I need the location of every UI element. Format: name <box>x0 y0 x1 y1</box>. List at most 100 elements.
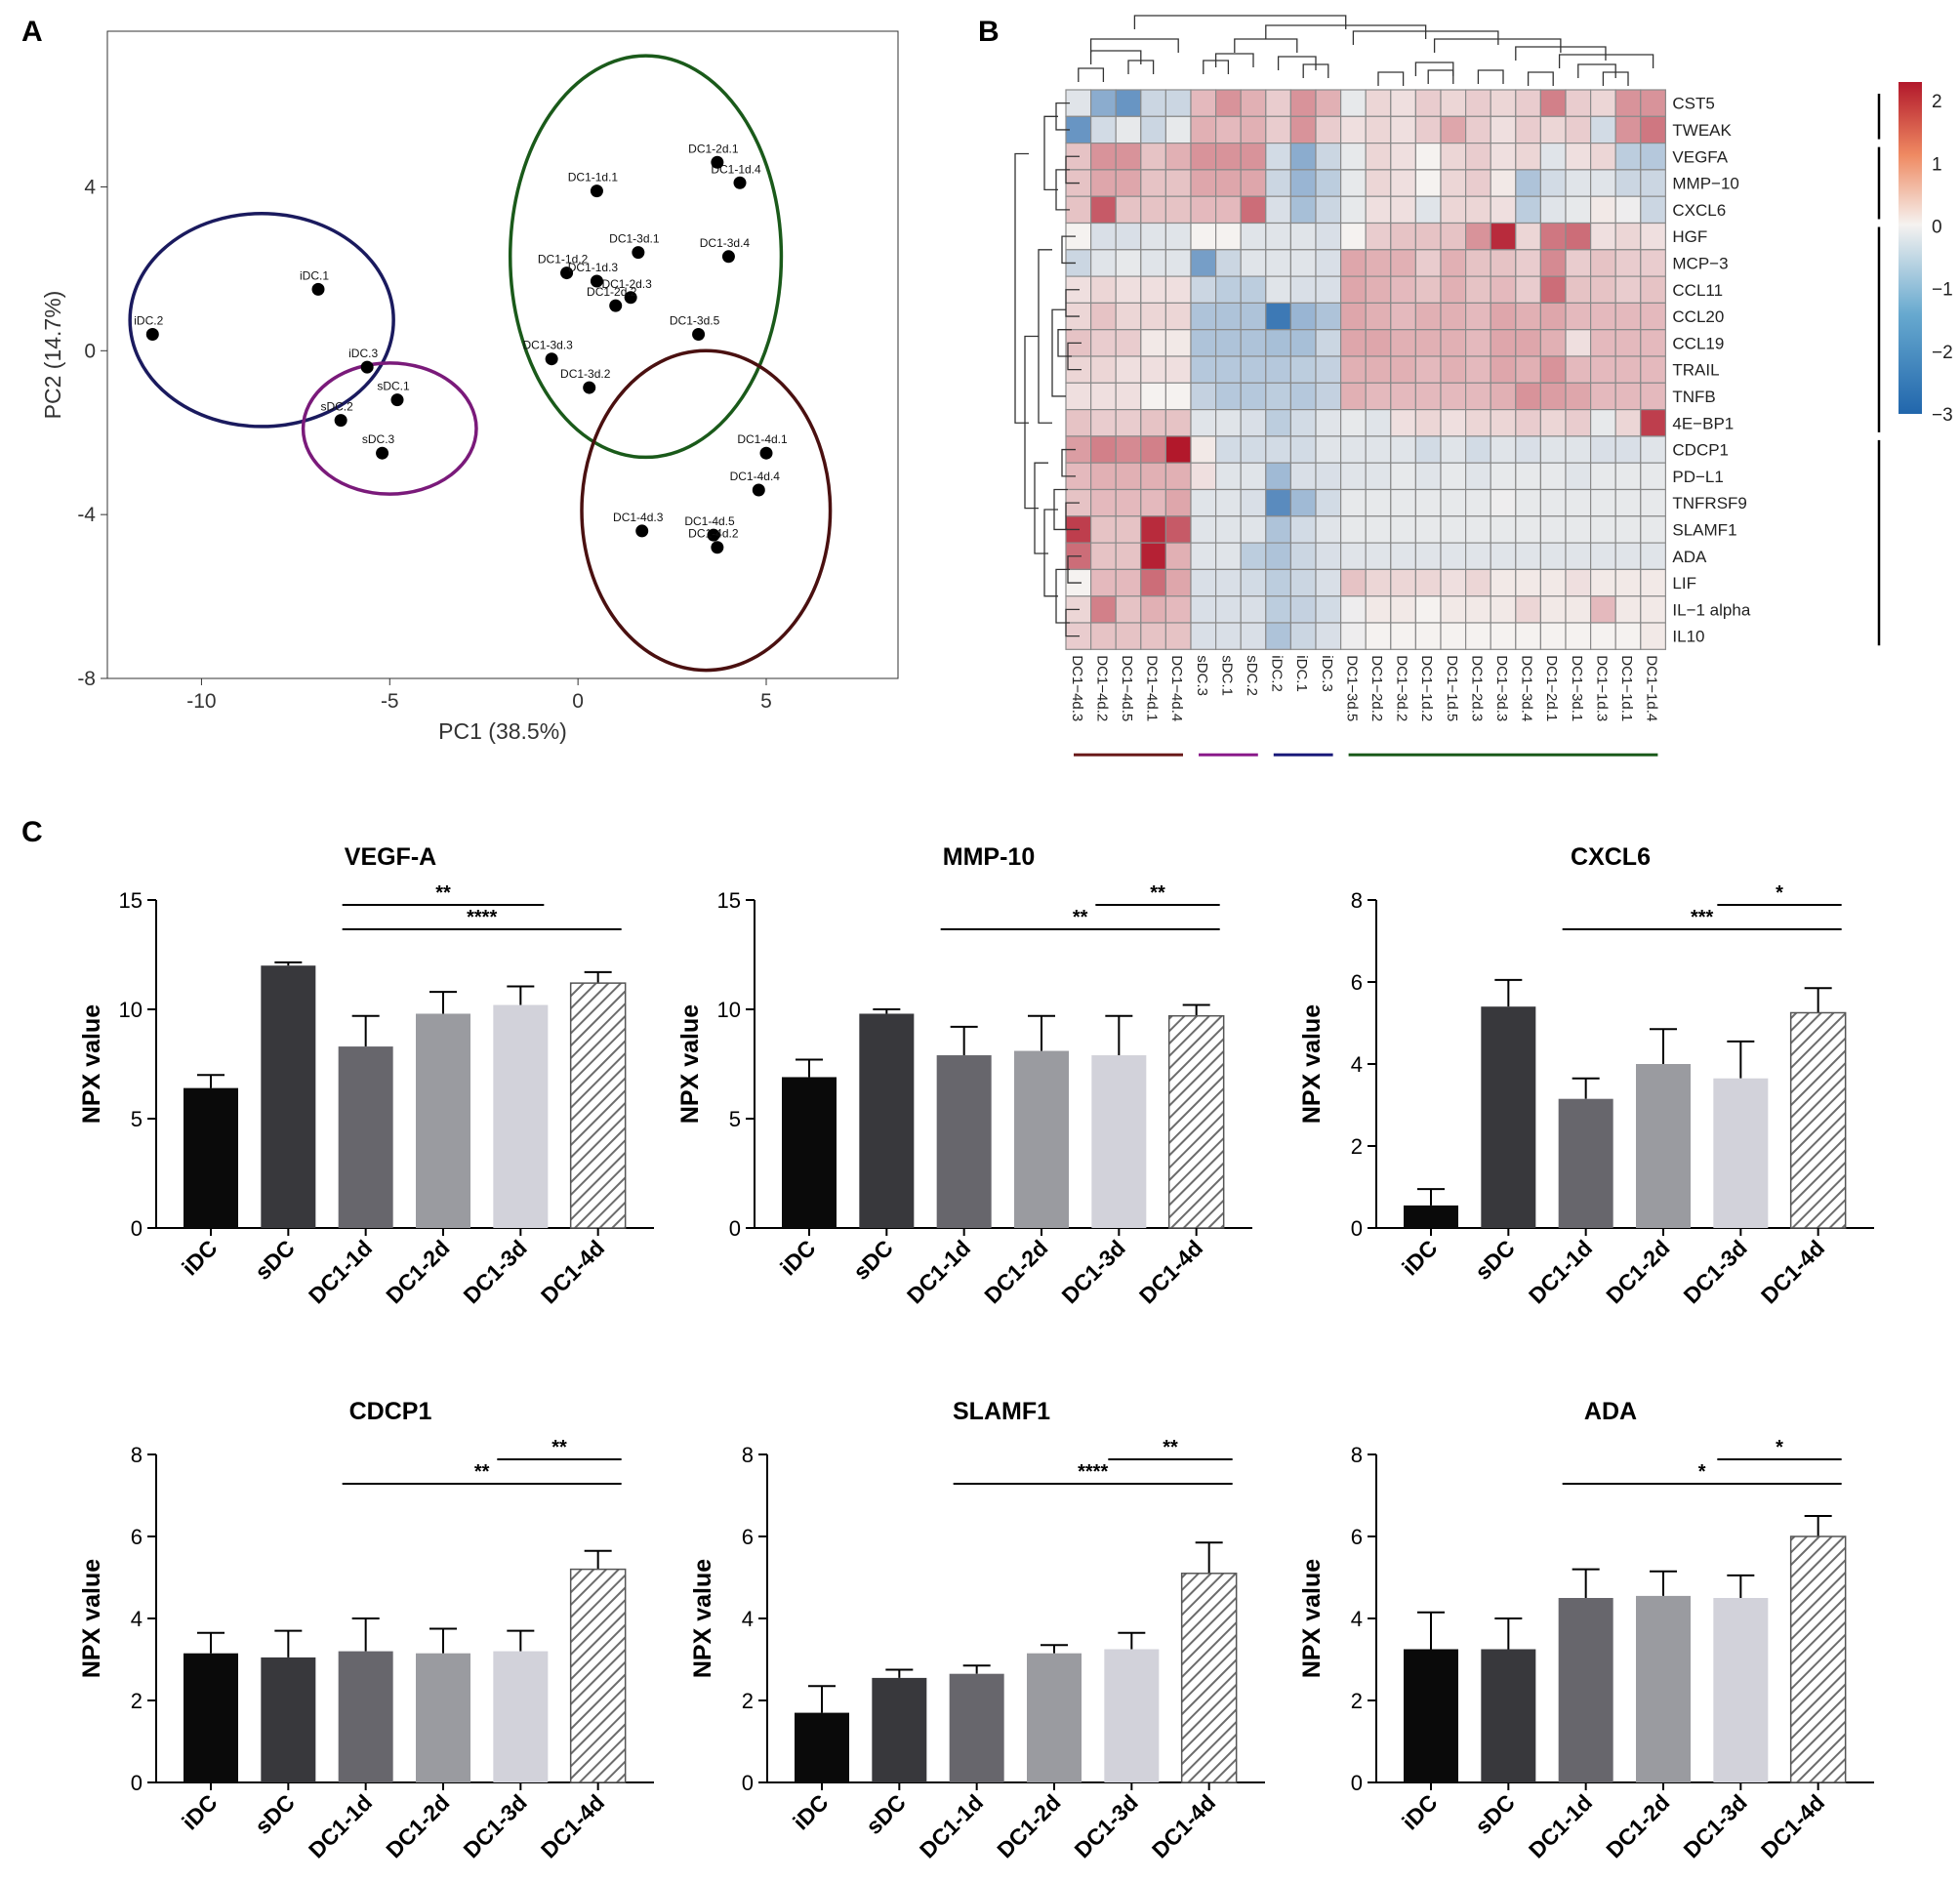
heatmap-cell <box>1265 462 1292 491</box>
heatmap-cell <box>1390 462 1417 491</box>
heatmap-cell <box>1115 595 1142 624</box>
heatmap-cell <box>1589 382 1616 411</box>
heatmap-cell <box>1640 622 1667 650</box>
heatmap-cell <box>1339 542 1367 570</box>
heatmap-cell <box>1589 222 1616 251</box>
heatmap-cell <box>1539 143 1567 171</box>
column-label: sDC.2 <box>1244 655 1260 696</box>
heatmap-cell <box>1089 143 1117 171</box>
column-label: DC1−3d.3 <box>1493 655 1510 721</box>
column-label: sDC.1 <box>1218 655 1235 696</box>
heatmap-cell <box>1190 329 1217 357</box>
x-tick-label: iDC <box>788 1789 833 1834</box>
heatmap-cell <box>1365 595 1392 624</box>
heatmap-cell <box>1414 169 1442 197</box>
heatmap-cell <box>1390 382 1417 411</box>
column-dendrogram-branch <box>1214 53 1254 67</box>
heatmap-cell <box>1490 249 1517 277</box>
significance-label: ** <box>1163 1437 1178 1458</box>
heatmap-cell <box>1614 542 1642 570</box>
heatmap-cell <box>1315 488 1342 517</box>
x-tick-label: DC1-2d <box>979 1235 1052 1308</box>
sample-point <box>711 541 724 554</box>
heatmap-cell <box>1339 595 1367 624</box>
y-tick-label: 8 <box>1351 888 1363 913</box>
heatmap-cell <box>1440 89 1467 117</box>
significance-label: ** <box>474 1461 490 1483</box>
heatmap-cell <box>1490 115 1517 144</box>
heatmap-cell <box>1265 435 1292 464</box>
heatmap-cell <box>1289 542 1317 570</box>
heatmap-cell <box>1140 89 1167 117</box>
colorbar-tick-label: 0 <box>1932 218 1942 238</box>
heatmap-cell <box>1089 249 1117 277</box>
heatmap-cell <box>1440 169 1467 197</box>
sample-point <box>590 274 603 288</box>
y-tick-label: 4 <box>84 176 96 198</box>
heatmap-cell <box>1640 169 1667 197</box>
heatmap-cell <box>1390 89 1417 117</box>
heatmap-cell <box>1214 382 1242 411</box>
x-tick-label: DC1-2d <box>1601 1235 1674 1308</box>
heatmap-cell <box>1464 329 1491 357</box>
heatmap-cell <box>1265 329 1292 357</box>
row-label: MCP−3 <box>1672 254 1728 272</box>
sample-point <box>752 483 765 497</box>
point-label: DC1-3d.5 <box>670 314 720 328</box>
heatmap-cell <box>1464 595 1491 624</box>
row-label: SLAMF1 <box>1672 520 1736 539</box>
panel-label-b: B <box>978 16 1000 48</box>
heatmap-cell <box>1164 275 1192 305</box>
heatmap-cell <box>1140 409 1167 437</box>
heatmap-cell <box>1539 568 1567 597</box>
heatmap-cell <box>1640 462 1667 491</box>
heatmap-cell <box>1365 169 1392 197</box>
heatmap-cell <box>1265 89 1292 117</box>
y-tick-label: 15 <box>119 888 143 913</box>
y-tick-label: 8 <box>131 1443 143 1467</box>
x-tick-label: DC1-2d <box>992 1789 1065 1863</box>
heatmap-cell <box>1614 275 1642 305</box>
heatmap-cell <box>1164 89 1192 117</box>
heatmap-cell <box>1115 89 1142 117</box>
heatmap-cell <box>1515 595 1542 624</box>
heatmap-cell <box>1315 169 1342 197</box>
heatmap-cell <box>1289 595 1317 624</box>
heatmap-cell <box>1589 595 1616 624</box>
heatmap-cell <box>1089 169 1117 197</box>
heatmap-cell <box>1289 275 1317 305</box>
chart-title: CXCL6 <box>1571 843 1651 871</box>
heatmap-cell <box>1464 275 1491 305</box>
bar <box>184 1087 238 1228</box>
row-dendrogram-branch <box>1065 502 1080 531</box>
heatmap-cell <box>1614 515 1642 544</box>
heatmap-cell <box>1515 89 1542 117</box>
panel-label-c: C <box>21 816 43 848</box>
sample-point <box>545 352 558 366</box>
heatmap-cell <box>1390 329 1417 357</box>
heatmap-cell <box>1240 222 1267 251</box>
heatmap-cell <box>1289 462 1317 491</box>
heatmap-cell <box>1164 409 1192 437</box>
heatmap-cell <box>1190 275 1217 305</box>
heatmap-cell <box>1190 595 1217 624</box>
sample-point <box>390 393 404 407</box>
heatmap-cell <box>1240 143 1267 171</box>
heatmap-cell <box>1464 115 1491 144</box>
heatmap-cell <box>1464 462 1491 491</box>
heatmap-cell <box>1589 622 1616 650</box>
heatmap-cell <box>1414 355 1442 384</box>
heatmap-cell <box>1240 462 1267 491</box>
heatmap-cell <box>1315 409 1342 437</box>
heatmap-cell <box>1240 169 1267 197</box>
bar <box>1636 1595 1691 1782</box>
bar <box>1027 1653 1082 1782</box>
point-label: DC1-3d.1 <box>609 232 660 246</box>
heatmap-cell <box>1164 435 1192 464</box>
colorbar-tick-label: −3 <box>1932 405 1953 426</box>
heatmap-cell <box>1565 275 1592 305</box>
heatmap-cell <box>1365 249 1392 277</box>
column-label: iDC.2 <box>1269 655 1286 692</box>
column-label: DC1−2d.2 <box>1368 655 1385 721</box>
colorbar <box>1899 82 1922 414</box>
